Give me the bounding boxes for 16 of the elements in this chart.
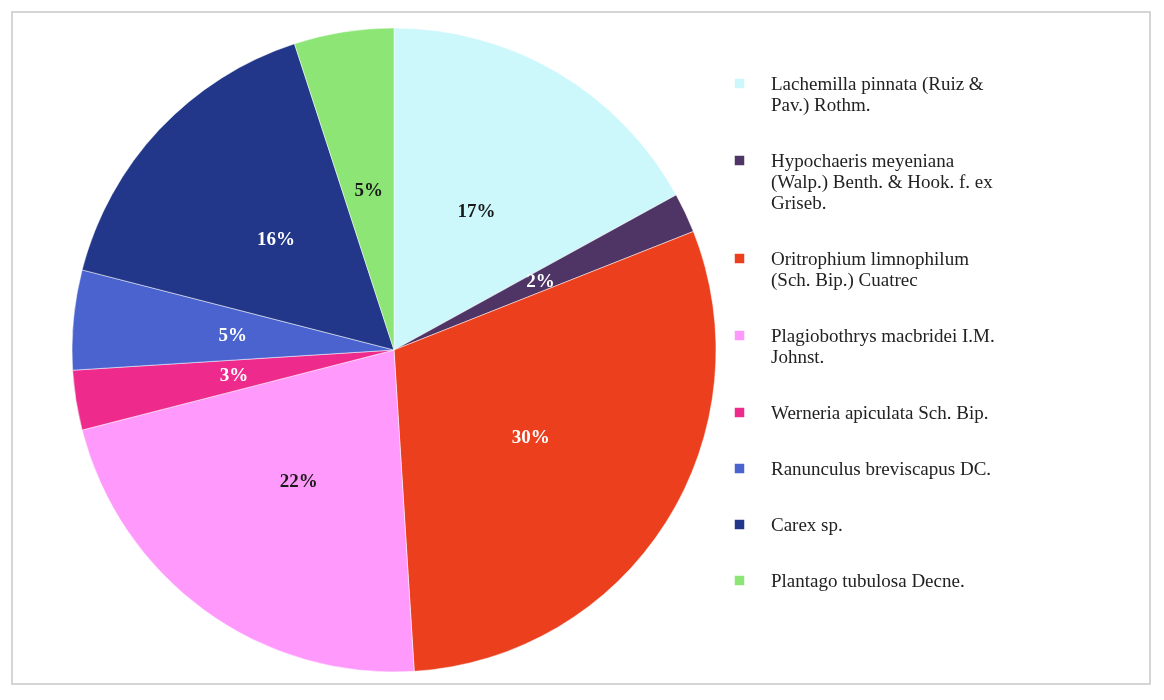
legend-label: Werneria apiculata Sch. Bip. (771, 401, 989, 423)
legend-label: Plantago tubulosa Decne. (771, 569, 965, 591)
data-label: 5% (354, 178, 383, 200)
data-label: 16% (256, 228, 295, 250)
data-label: 3% (219, 364, 249, 386)
data-label: 5% (218, 323, 247, 345)
legend-label: Hypochaeris meyeniana (Walp.) Benth. & Hook. f. ex Griseb. (771, 149, 994, 213)
legend-label: Ranunculus breviscapus DC. (771, 457, 992, 479)
data-label: 17% (457, 199, 496, 221)
data-label: 22% (279, 470, 318, 492)
legend-label: Carex sp. (771, 513, 843, 535)
data-label: 2% (526, 270, 555, 292)
legend-label: Oritrophium limnophilum (Sch. Bip.) Cuatrec (771, 247, 970, 291)
legend-label: Lachemilla pinnata (Ruiz & Pav.) Rothm. (771, 72, 984, 116)
legend-label: Plagiobothrys macbridei I.M. Johnst. (771, 324, 995, 367)
data-label: 30% (511, 425, 550, 447)
